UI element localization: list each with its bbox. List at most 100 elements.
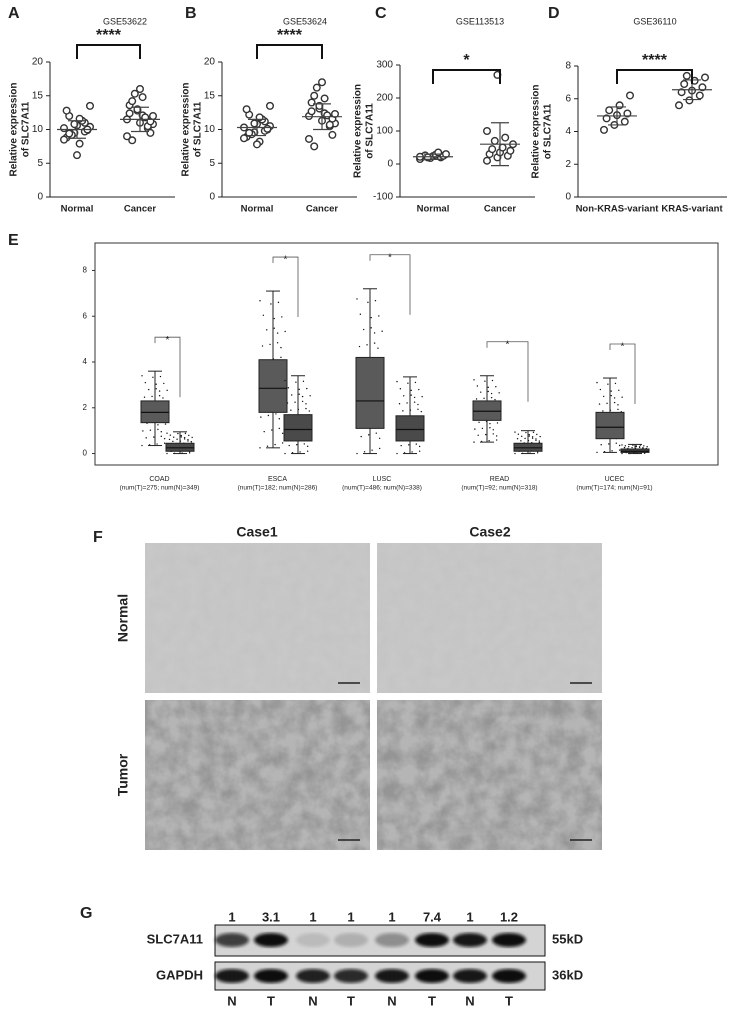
data-point (239, 134, 248, 143)
jitter-point (635, 445, 637, 448)
data-point (242, 105, 251, 114)
y-axis-label: of SLC7A11 (365, 103, 376, 159)
significance-bracket (256, 44, 323, 59)
jitter-point (261, 345, 264, 347)
jitter-point (287, 387, 290, 389)
jitter-point (408, 444, 410, 446)
jitter-point (487, 390, 489, 393)
data-point (602, 114, 611, 123)
jitter-point (190, 440, 193, 443)
jitter-point (610, 390, 612, 392)
jitter-point (187, 440, 189, 442)
jitter-point (368, 434, 370, 436)
chart-title: GSE36110 (633, 16, 676, 26)
jitter-point (516, 437, 519, 440)
band (375, 969, 409, 983)
y-tick-label: 15 (32, 90, 44, 101)
data-point (310, 91, 319, 100)
jitter-point (418, 445, 421, 448)
y-axis-label: Relative expression (9, 83, 20, 177)
x-tick-note: (num(T)=275; num(N)=349) (120, 485, 200, 492)
data-point (135, 84, 144, 93)
significance: * (463, 52, 470, 69)
jitter-point (151, 395, 153, 398)
y-tick-label: 6 (565, 93, 571, 104)
y-tick-label: 0 (387, 159, 393, 170)
jitter-point (363, 451, 366, 453)
band (215, 969, 249, 983)
jitter-point (188, 452, 191, 454)
significance-bracket (154, 336, 181, 398)
data-point (442, 150, 451, 159)
y-tick-label: -100 (373, 192, 393, 203)
x-tick-label: COAD (149, 476, 169, 483)
box (395, 415, 425, 442)
jitter-point (375, 432, 377, 434)
jitter-point (143, 396, 146, 398)
jitter-point (158, 390, 161, 392)
jitter-point (602, 410, 604, 412)
chart-title: GSE53624 (283, 16, 327, 26)
jitter-point (618, 444, 621, 447)
y-tick-label: 4 (83, 357, 88, 366)
jitter-point (280, 356, 282, 359)
data-point (125, 109, 134, 118)
jitter-point (259, 447, 261, 449)
jitter-point (528, 433, 530, 436)
data-point (122, 132, 131, 141)
ratio: 1.2 (500, 909, 518, 924)
jitter-point (487, 386, 489, 389)
y-tick-label: 8 (565, 61, 571, 72)
y-tick-label: 4 (565, 126, 571, 137)
x-tick-label: Cancer (306, 204, 339, 215)
jitter-point (306, 445, 309, 448)
jitter-point (303, 443, 305, 445)
data-point (312, 83, 321, 92)
data-point (626, 91, 635, 100)
data-point (307, 98, 316, 107)
jitter-point (163, 382, 165, 385)
jitter-point (643, 452, 646, 454)
jitter-point (299, 451, 301, 453)
jitter-point (296, 444, 298, 446)
ratio: 1 (309, 909, 316, 924)
lane-label: T (267, 993, 275, 1008)
chart-title: GSE113513 (456, 16, 504, 26)
jitter-point (411, 451, 413, 453)
significance-bracket (609, 343, 636, 405)
image-texture (377, 700, 602, 850)
jitter-point (415, 443, 417, 445)
box (595, 411, 625, 440)
jitter-point (615, 442, 617, 444)
jitter-point (535, 439, 537, 442)
jitter-point (266, 329, 268, 331)
column-label: Case2 (469, 524, 510, 540)
jitter-point (608, 443, 610, 445)
jitter-point (180, 434, 182, 437)
band (334, 933, 368, 947)
jitter-point (638, 446, 641, 449)
jitter-point (410, 389, 412, 392)
jitter-point (492, 429, 494, 431)
data-point (146, 128, 155, 137)
jitter-point (288, 444, 290, 447)
jitter-point (169, 434, 172, 436)
jitter-point (155, 388, 157, 390)
jitter-point (360, 435, 362, 438)
jitter-point (281, 442, 284, 444)
jitter-point (524, 437, 526, 440)
jitter-point (358, 345, 361, 348)
jitter-point (520, 440, 522, 442)
data-point (483, 126, 492, 135)
jitter-point (623, 446, 626, 449)
jitter-point (156, 443, 158, 445)
jitter-point (168, 438, 171, 441)
jitter-point (611, 450, 613, 452)
jitter-point (281, 432, 284, 434)
jitter-point (301, 400, 304, 403)
row-label: Tumor (115, 753, 131, 796)
jitter-point (596, 451, 598, 454)
jitter-point (145, 437, 147, 439)
jitter-point (606, 402, 608, 405)
jitter-point (521, 435, 523, 438)
